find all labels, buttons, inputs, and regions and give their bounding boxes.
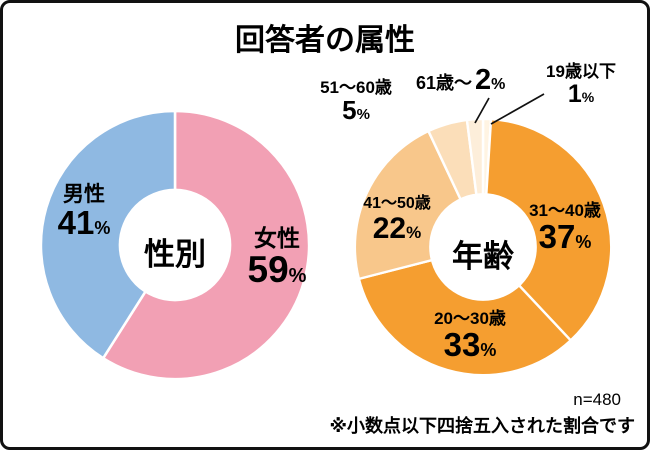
slice-label-age-under19: 19歳以下 1% [531, 62, 631, 109]
slice-label-female: 女性 59% [225, 226, 329, 290]
slice-name-age-under19: 19歳以下 [546, 62, 616, 81]
slice-label-age-41-50: 41〜50歳 22% [353, 195, 441, 245]
slice-label-male: 男性 41% [41, 183, 127, 242]
slice-name-female: 女性 [254, 225, 300, 251]
donut-hole [118, 188, 232, 302]
slice-name-age-41-50: 41〜50歳 [363, 195, 431, 212]
pie-slice-男性 [39, 109, 177, 360]
slice-name-male: 男性 [63, 183, 105, 206]
age-donut-chart [353, 117, 613, 377]
slice-value-age-61plus: 2% [475, 64, 506, 96]
footnote: ※小数点以下四捨五入された割合です [329, 416, 636, 436]
slice-name-age-61plus: 61歳〜 [416, 73, 473, 93]
slice-value-age-41-50: 22% [372, 211, 422, 245]
slice-value-age-51-60: 5% [342, 95, 370, 126]
slice-value-female: 59% [247, 249, 307, 291]
pie-slice-31〜40歳 [481, 117, 613, 342]
slice-label-age-51-60: 51〜60歳 5% [306, 78, 406, 126]
slice-label-age-20-30: 20〜30歳 33% [416, 309, 524, 364]
slice-name-age-31-40: 31〜40歳 [529, 201, 601, 220]
slice-label-age-31-40: 31〜40歳 37% [519, 201, 611, 256]
slice-value-age-20-30: 33% [443, 326, 497, 364]
slice-value-male: 41% [57, 204, 111, 242]
slice-name-age-20-30: 20〜30歳 [434, 309, 506, 328]
gender-center-label: 性別 [144, 237, 206, 272]
sample-size: n=480 [573, 390, 621, 409]
page-title: 回答者の属性 [235, 24, 415, 57]
slice-value-age-31-40: 37% [538, 218, 592, 256]
slice-label-age-61plus: 61歳〜 2% [416, 64, 505, 97]
donut-hole [429, 193, 537, 301]
pie-slice-20〜30歳 [357, 245, 572, 377]
slice-name-age-51-60: 51〜60歳 [320, 78, 392, 97]
gender-donut-chart [39, 109, 311, 381]
age-center-label: 年齢 [452, 239, 514, 274]
slice-value-age-under19: 1% [567, 80, 595, 109]
